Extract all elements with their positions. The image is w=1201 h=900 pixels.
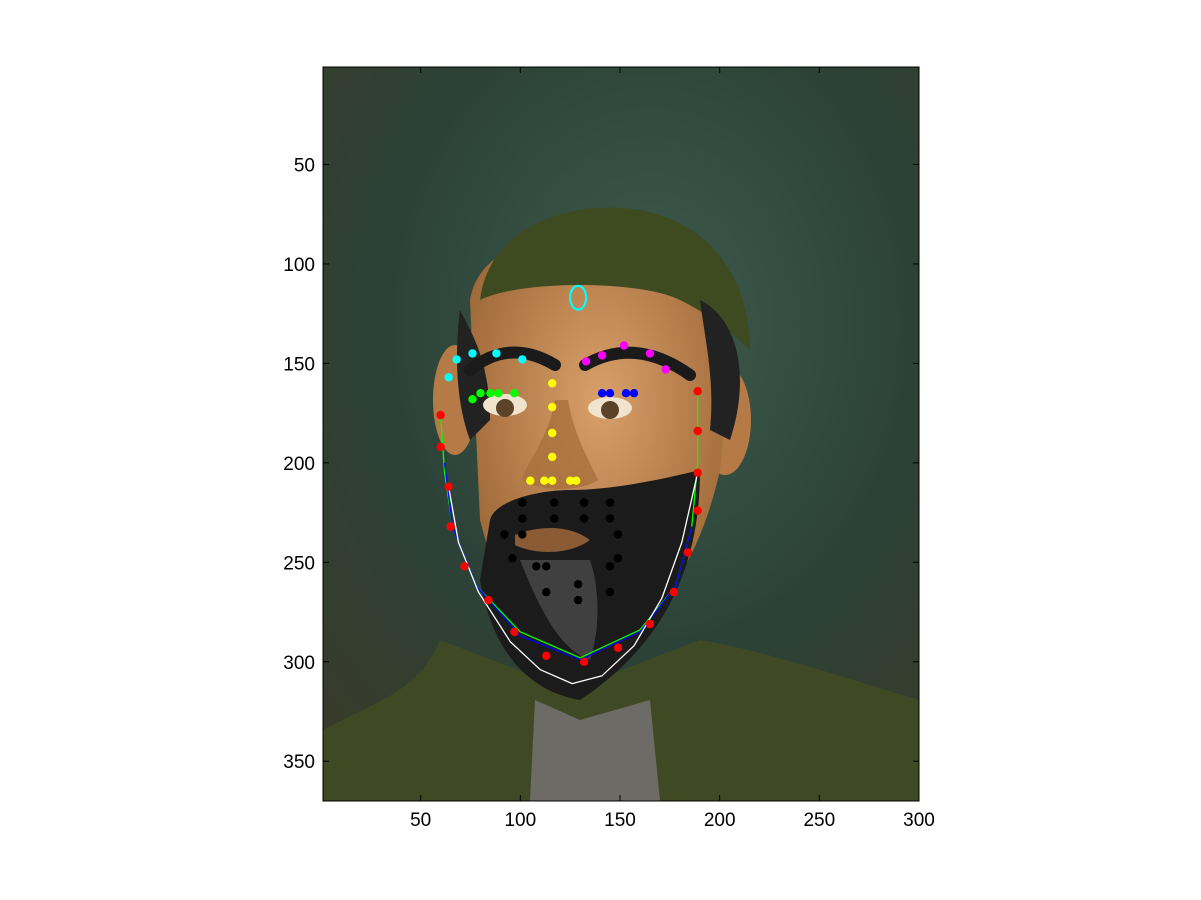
point-mouth-15 xyxy=(605,562,615,571)
point-mouth-12 xyxy=(613,554,623,563)
point-jaw-1 xyxy=(436,442,445,452)
point-jaw-10 xyxy=(645,619,655,629)
point-jaw-5 xyxy=(484,595,493,605)
point-jaw-2 xyxy=(444,482,453,491)
y-tick-label: 200 xyxy=(283,454,315,475)
x-tick-label: 100 xyxy=(504,810,536,831)
point-jaw-6 xyxy=(510,627,519,637)
point-nose-0 xyxy=(548,379,557,388)
point-jaw-11 xyxy=(669,587,678,597)
point-right-brow-2 xyxy=(468,349,477,358)
point-left-eye-2 xyxy=(621,389,631,398)
x-tick-label: 150 xyxy=(604,810,636,831)
axis-ticks: 50 100 150 200 250 300 50 100 150 200 250 300 350 xyxy=(283,67,935,831)
point-left-eye-1 xyxy=(605,389,615,398)
x-tick-label: 300 xyxy=(903,810,935,831)
point-nose-5 xyxy=(540,476,549,485)
point-right-brow-0 xyxy=(444,373,453,382)
landmark-points xyxy=(436,284,702,666)
curve-fit-white xyxy=(447,472,699,685)
y-tick-label: 350 xyxy=(283,752,315,773)
point-mouth-19 xyxy=(573,595,583,605)
axes-box xyxy=(322,66,920,802)
point-jaw-8 xyxy=(579,657,589,666)
point-left-brow-0 xyxy=(581,357,591,366)
point-right-eye-4 xyxy=(510,389,519,398)
ellipse-marker xyxy=(568,284,588,311)
point-mouth-13 xyxy=(532,562,541,571)
point-jaw-15 xyxy=(693,426,702,436)
point-mouth-1 xyxy=(550,498,559,507)
point-nose-6 xyxy=(548,476,557,485)
y-tick-label: 50 xyxy=(294,155,315,176)
point-right-brow-1 xyxy=(452,355,461,364)
point-mouth-11 xyxy=(508,554,517,563)
point-jaw-14 xyxy=(693,468,702,477)
point-nose-3 xyxy=(548,452,557,462)
point-nose-2 xyxy=(548,428,557,438)
point-left-eye-3 xyxy=(629,389,639,398)
point-mouth-6 xyxy=(579,514,589,523)
point-left-brow-4 xyxy=(661,365,670,374)
point-left-brow-2 xyxy=(619,341,629,350)
point-right-eye-0 xyxy=(468,395,477,404)
point-jaw-0 xyxy=(436,410,445,420)
x-tick-label: 50 xyxy=(410,810,431,831)
point-jaw-9 xyxy=(613,643,623,652)
point-mouth-9 xyxy=(518,530,527,539)
point-jaw-13 xyxy=(693,506,702,515)
y-tick-label: 100 xyxy=(283,255,315,276)
portrait-image xyxy=(323,67,919,801)
point-left-brow-3 xyxy=(645,349,655,358)
point-right-brow-3 xyxy=(492,349,501,358)
x-tick-label: 250 xyxy=(803,810,835,831)
point-jaw-3 xyxy=(446,522,455,531)
point-mouth-3 xyxy=(605,498,615,507)
point-left-eye-0 xyxy=(597,389,607,398)
point-nose-8 xyxy=(572,476,581,485)
point-mouth-2 xyxy=(579,498,589,507)
point-right-eye-2 xyxy=(486,389,495,398)
point-mouth-14 xyxy=(542,562,551,571)
point-right-brow-4 xyxy=(518,355,527,364)
point-mouth-17 xyxy=(573,580,583,589)
point-nose-7 xyxy=(566,476,575,485)
curve-fit-blue xyxy=(443,462,693,661)
x-tick-label: 200 xyxy=(704,810,736,831)
y-tick-label: 150 xyxy=(283,354,315,375)
point-left-brow-1 xyxy=(597,351,607,360)
point-mouth-18 xyxy=(605,587,615,597)
y-tick-label: 250 xyxy=(283,553,315,574)
point-jaw-7 xyxy=(542,651,551,660)
point-mouth-4 xyxy=(518,514,527,523)
point-mouth-8 xyxy=(500,530,509,539)
point-nose-4 xyxy=(526,476,535,485)
point-mouth-5 xyxy=(550,514,559,523)
y-tick-label: 300 xyxy=(283,653,315,674)
point-mouth-0 xyxy=(518,498,527,507)
point-mouth-10 xyxy=(613,530,623,539)
point-jaw-16 xyxy=(693,387,702,396)
point-right-eye-3 xyxy=(494,389,503,398)
fit-curves xyxy=(439,391,699,685)
point-jaw-12 xyxy=(683,548,692,557)
point-right-eye-1 xyxy=(476,389,485,398)
point-nose-1 xyxy=(548,402,557,412)
point-jaw-4 xyxy=(460,562,469,571)
point-mouth-7 xyxy=(605,514,615,523)
point-mouth-16 xyxy=(542,587,551,597)
